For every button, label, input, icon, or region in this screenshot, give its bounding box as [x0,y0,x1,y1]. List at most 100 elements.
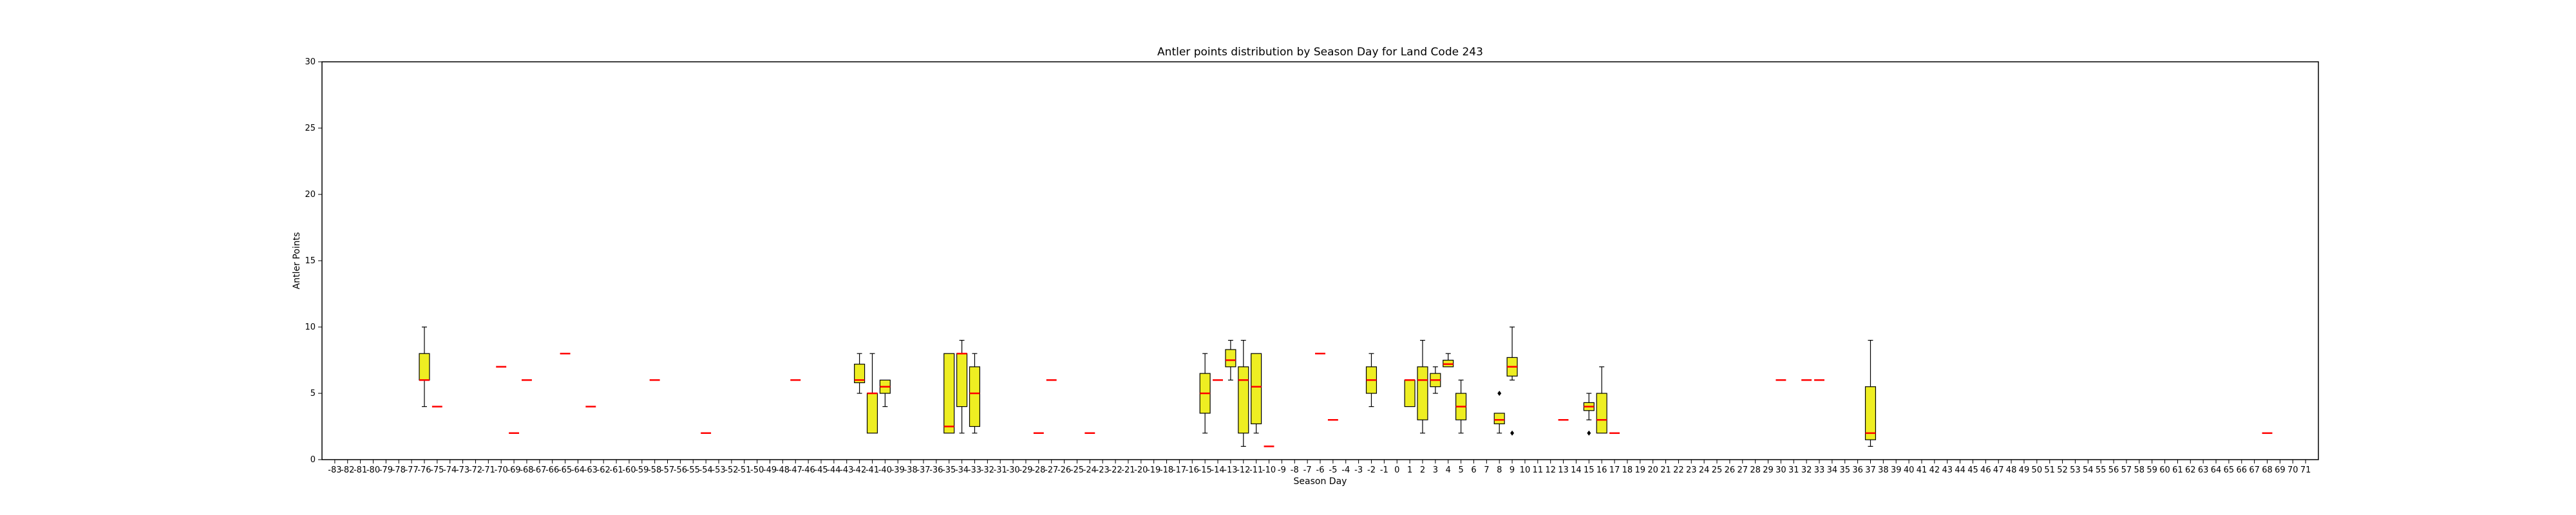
box-iqr [943,353,955,434]
box-iqr [1251,353,1262,424]
y-tick-label: 30 [305,57,316,67]
y-tick-label: 10 [305,323,316,332]
y-tick-label: 15 [305,256,316,266]
x-tick-label: -83 [328,465,341,475]
x-tick-label: 17 [1609,465,1620,475]
x-tick-label: -12 [1236,465,1250,475]
x-tick-label: 45 [1967,465,1978,475]
x-tick-label: -50 [750,465,764,475]
x-tick-label: -79 [379,465,393,475]
box-group [956,339,968,434]
x-tick-label: -3 [1354,465,1363,475]
x-tick-label: 29 [1763,465,1774,475]
x-tick-label: -62 [597,465,611,475]
x-tick-label: 43 [1942,465,1953,475]
x-tick-label: 6 [1471,465,1476,475]
x-tick-label: 33 [1814,465,1825,475]
x-tick-label: -16 [1186,465,1199,475]
box-iqr [956,353,968,407]
x-tick-label: 15 [1584,465,1595,475]
chart-title: Antler points distribution by Season Day… [1157,46,1483,59]
box-iqr [1864,386,1877,440]
x-tick-label: -28 [1032,465,1045,475]
x-tick-label: -81 [354,465,367,475]
x-tick-label: 28 [1750,465,1761,475]
x-tick-label: 55 [2096,465,2107,475]
x-tick-label: -4 [1341,465,1350,475]
box-group [1430,366,1441,394]
x-tick-label: -82 [341,465,354,475]
box-iqr [1404,379,1416,407]
x-tick-label: 59 [2146,465,2157,475]
x-tick-label: -78 [392,465,406,475]
x-tick-label: 47 [1993,465,2004,475]
y-tick-label: 5 [310,389,316,398]
x-tick-label: -13 [1224,465,1237,475]
x-tick-label: 5 [1458,465,1463,475]
x-tick-label: -76 [417,465,431,475]
x-tick-label: 10 [1520,465,1531,475]
box-iqr [419,353,430,381]
x-tick-label: -38 [904,465,917,475]
x-tick-label: 35 [1839,465,1850,475]
x-tick-label: -58 [648,465,661,475]
box-iqr [969,366,981,427]
x-tick-label: 23 [1686,465,1697,475]
x-tick-label: -17 [1173,465,1186,475]
x-tick-label: 58 [2134,465,2145,475]
x-tick-label: -67 [533,465,546,475]
outlier-point [1587,430,1591,436]
x-tick-label: 4 [1446,465,1451,475]
x-tick-label: 7 [1484,465,1489,475]
x-tick-label: -49 [763,465,777,475]
x-tick-label: -11 [1249,465,1263,475]
y-tick-label: 0 [310,455,316,465]
box-iqr [1493,413,1505,424]
x-tick-label: -10 [1262,465,1276,475]
box-group [1365,353,1378,407]
x-tick-label: 27 [1737,465,1748,475]
x-tick-label: -39 [891,465,905,475]
x-tick-label: -46 [802,465,815,475]
x-tick-label: 42 [1929,465,1940,475]
x-tick-label: 13 [1558,465,1569,475]
x-tick-label: -54 [699,465,713,475]
box-iqr [1225,349,1236,368]
box-group [1225,339,1236,381]
box-iqr [854,364,866,384]
x-tick-label: 30 [1776,465,1786,475]
x-tick-label: 51 [2044,465,2055,475]
x-tick-label: -68 [520,465,533,475]
x-tick-label: 24 [1699,465,1710,475]
box-group [854,353,866,394]
x-tick-label: -65 [558,465,572,475]
x-tick-label: -14 [1211,465,1224,475]
outlier-point [1497,391,1502,396]
box-iqr [866,393,878,434]
x-tick-label: -75 [430,465,444,475]
x-tick-label: -41 [866,465,879,475]
x-tick-label: 37 [1865,465,1876,475]
x-tick-label: -34 [955,465,969,475]
x-tick-label: 14 [1571,465,1582,475]
x-tick-label: 62 [2185,465,2196,475]
box-iqr [1238,366,1249,434]
y-tick-label: 25 [305,124,316,133]
x-tick-label: 11 [1533,465,1544,475]
x-tick-label: 26 [1725,465,1736,475]
box-group [1404,379,1416,407]
x-tick-label: 9 [1510,465,1515,475]
x-tick-label: 34 [1827,465,1838,475]
x-tick-label: -74 [443,465,457,475]
x-tick-label: -2 [1367,465,1376,475]
x-tick-label: 60 [2159,465,2170,475]
box-group [943,353,955,434]
x-tick-label: -32 [981,465,994,475]
x-tick-label: 20 [1647,465,1658,475]
box-iqr [1596,393,1607,434]
box-group [969,353,981,434]
x-tick-label: 21 [1660,465,1671,475]
x-tick-label: 50 [2032,465,2043,475]
box-group [1238,339,1249,447]
